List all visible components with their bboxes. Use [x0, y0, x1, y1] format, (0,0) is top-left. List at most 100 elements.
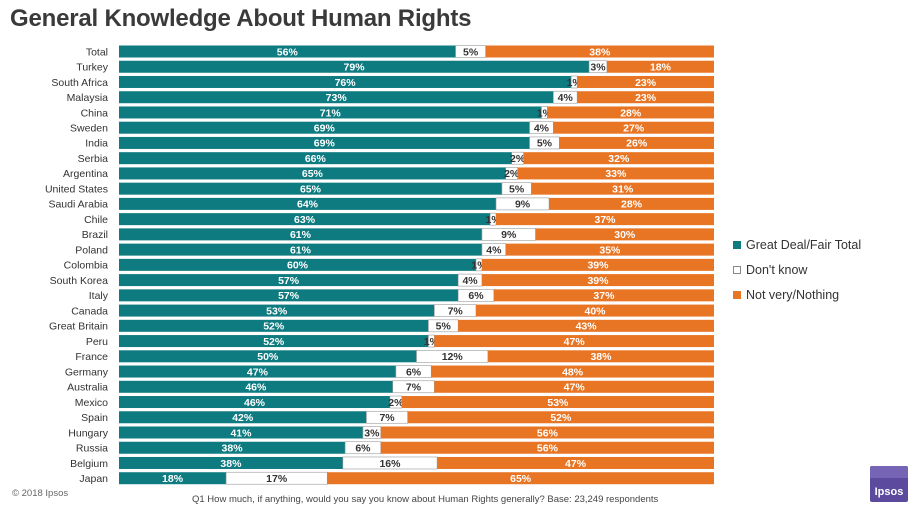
value-label-great-deal-canada: 53% — [266, 305, 288, 317]
value-label-dont-know-spain: 7% — [379, 412, 395, 424]
value-label-not-very-belgium: 47% — [565, 458, 587, 470]
bar-not-very-united-states — [531, 182, 714, 195]
value-label-dont-know-brazil: 9% — [501, 229, 517, 241]
value-label-great-deal-argentina: 65% — [302, 168, 324, 180]
legend-item-great-deal: Great Deal/Fair Total — [733, 232, 861, 257]
bar-not-very-canada — [476, 304, 714, 317]
bar-great-deal-canada — [119, 304, 435, 317]
value-label-not-very-great-britain: 43% — [576, 321, 598, 333]
category-label-russia: Russia — [76, 443, 108, 455]
bar-not-very-great-britain — [458, 319, 714, 332]
value-label-great-deal-spain: 42% — [232, 412, 254, 424]
value-label-great-deal-malaysia: 73% — [326, 92, 348, 104]
value-label-not-very-australia: 47% — [564, 382, 586, 394]
value-label-dont-know-turkey: 3% — [590, 62, 606, 74]
value-label-not-very-japan: 65% — [510, 473, 532, 485]
value-label-dont-know-belgium: 16% — [379, 458, 401, 470]
value-label-not-very-total: 38% — [589, 46, 611, 58]
category-label-australia: Australia — [67, 382, 108, 394]
bar-great-deal-serbia — [119, 152, 512, 165]
bar-great-deal-russia — [119, 441, 346, 454]
value-label-great-deal-belgium: 38% — [220, 458, 242, 470]
value-label-dont-know-serbia: 2% — [510, 153, 526, 165]
category-label-china: China — [81, 107, 109, 119]
value-label-dont-know-united-states: 5% — [509, 183, 525, 195]
legend-swatch-great-deal — [733, 240, 741, 249]
value-label-not-very-colombia: 39% — [587, 260, 609, 272]
legend-swatch-dont-know — [733, 265, 741, 274]
bar-not-very-india — [559, 136, 714, 149]
legend: Great Deal/Fair Total Don't know Not ver… — [733, 232, 861, 307]
bar-not-very-japan — [327, 472, 714, 485]
bar-not-very-malaysia — [577, 91, 714, 104]
value-label-not-very-france: 38% — [590, 351, 612, 363]
value-label-not-very-chile: 37% — [595, 214, 617, 226]
legend-swatch-not-very — [733, 290, 741, 299]
category-label-spain: Spain — [81, 412, 108, 424]
value-label-great-deal-hungary: 41% — [230, 427, 252, 439]
bar-not-very-china — [547, 106, 714, 119]
category-label-mexico: Mexico — [75, 397, 108, 409]
bar-dont-know-turkey — [588, 60, 608, 74]
value-label-dont-know-sweden: 4% — [534, 123, 550, 135]
value-label-great-deal-mexico: 46% — [244, 397, 266, 409]
bar-not-very-belgium — [437, 456, 714, 469]
bar-not-very-south-korea — [481, 274, 714, 287]
bar-dont-know-malaysia — [553, 90, 578, 104]
bar-great-deal-saudi-arabia — [119, 197, 497, 210]
category-label-total: Total — [86, 46, 108, 58]
category-label-belgium: Belgium — [70, 458, 108, 470]
bar-great-deal-mexico — [119, 396, 390, 409]
category-label-sweden: Sweden — [70, 123, 108, 135]
bar-great-deal-colombia — [119, 258, 476, 271]
bar-great-deal-argentina — [119, 167, 506, 180]
bar-great-deal-south-africa — [119, 75, 572, 88]
value-label-great-deal-south-korea: 57% — [278, 275, 300, 287]
bar-not-very-serbia — [523, 152, 714, 165]
value-label-dont-know-argentina: 2% — [504, 168, 520, 180]
value-label-dont-know-canada: 7% — [448, 305, 464, 317]
value-label-not-very-canada: 40% — [584, 305, 606, 317]
logo-text: Ipsos — [874, 486, 904, 498]
bar-not-very-argentina — [517, 167, 714, 180]
bar-great-deal-turkey — [119, 60, 590, 73]
legend-item-dont-know: Don't know — [733, 257, 861, 282]
value-label-dont-know-italy: 6% — [468, 290, 484, 302]
bar-not-very-russia — [380, 441, 714, 454]
category-label-france: France — [75, 351, 108, 363]
value-label-dont-know-india: 5% — [537, 138, 553, 150]
value-label-great-deal-total: 56% — [277, 46, 299, 58]
value-label-great-deal-saudi-arabia: 64% — [297, 199, 319, 211]
bar-great-deal-spain — [119, 411, 367, 424]
value-label-dont-know-mexico: 2% — [388, 397, 404, 409]
value-label-not-very-spain: 52% — [550, 412, 572, 424]
value-label-great-deal-china: 71% — [320, 107, 342, 119]
value-label-not-very-serbia: 32% — [608, 153, 630, 165]
legend-label-great-deal: Great Deal/Fair Total — [746, 237, 862, 252]
bar-not-very-chile — [496, 213, 714, 226]
value-label-not-very-russia: 56% — [537, 443, 559, 455]
legend-label-dont-know: Don't know — [746, 262, 808, 277]
value-label-not-very-sweden: 27% — [623, 123, 645, 135]
value-label-great-deal-india: 69% — [314, 138, 336, 150]
value-label-not-very-turkey: 18% — [650, 62, 672, 74]
category-label-saudi-arabia: Saudi Arabia — [48, 199, 108, 211]
bar-not-very-south-africa — [577, 75, 714, 88]
bar-great-deal-united-states — [119, 182, 502, 195]
category-label-great-britain: Great Britain — [49, 321, 108, 333]
value-label-great-deal-poland: 61% — [290, 244, 312, 256]
bar-great-deal-brazil — [119, 228, 482, 241]
value-label-not-very-peru: 47% — [564, 336, 586, 348]
category-label-india: India — [85, 138, 108, 150]
bar-great-deal-poland — [119, 243, 482, 256]
bar-great-deal-china — [119, 106, 542, 119]
bar-not-very-total — [485, 45, 714, 58]
value-label-great-deal-chile: 63% — [294, 214, 316, 226]
legend-label-not-very: Not very/Nothing — [746, 287, 840, 302]
bar-great-deal-malaysia — [119, 91, 554, 104]
bar-not-very-germany — [431, 365, 714, 378]
bar-not-very-poland — [505, 243, 714, 256]
value-label-great-deal-great-britain: 52% — [263, 321, 285, 333]
category-label-malaysia: Malaysia — [67, 92, 109, 104]
